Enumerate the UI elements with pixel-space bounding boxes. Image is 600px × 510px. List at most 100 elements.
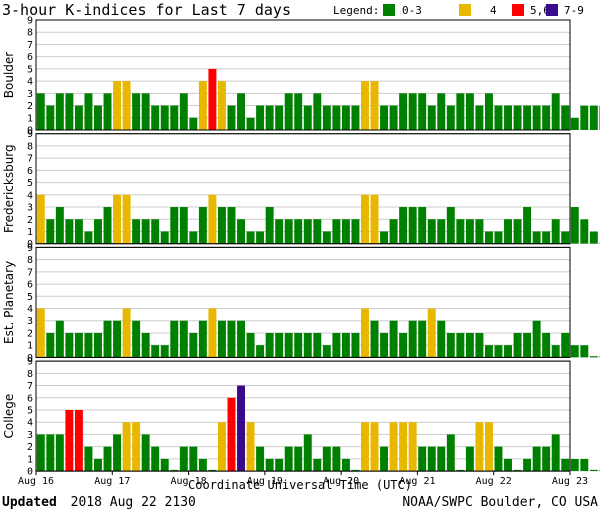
y-tick-label: 7 (27, 154, 33, 165)
k-index-bar (465, 219, 474, 244)
panels: 0123456789Boulder0123456789Fredericksbur… (2, 16, 600, 478)
panel-border (35, 19, 571, 131)
k-index-bar (465, 93, 474, 130)
k-index-bar (380, 446, 389, 472)
panel-label: College (2, 394, 16, 439)
k-index-bar (189, 231, 198, 244)
k-index-bar (256, 105, 265, 130)
k-index-bar (103, 93, 112, 130)
k-index-bar (46, 219, 55, 244)
k-index-bar (132, 93, 141, 130)
k-index-bar (237, 219, 245, 244)
updated-value: 2018 Aug 22 2130 (71, 495, 196, 510)
k-index-bar (132, 219, 141, 244)
k-index-bar (551, 434, 560, 472)
k-index-bar (341, 458, 350, 472)
panel-border (35, 360, 571, 472)
k-index-bar (256, 231, 265, 244)
k-index-bar (418, 320, 427, 358)
y-tick-label: 7 (27, 40, 33, 51)
y-tick-label: 4 (27, 304, 33, 315)
k-index-bar (532, 231, 541, 244)
x-tick-label: Aug 20 (323, 476, 359, 487)
k-index-bar (389, 320, 398, 358)
k-index-bar (313, 458, 322, 472)
k-index-bar (332, 446, 341, 472)
k-index-bar (151, 345, 160, 358)
k-index-bar (408, 422, 417, 472)
y-tick-label: 9 (27, 129, 33, 140)
k-index-bar (322, 446, 331, 472)
legend-text-7-9: 7-9 (564, 4, 584, 17)
k-index-bar (189, 446, 198, 472)
k-index-bar (170, 105, 179, 130)
y-tick-label: 1 (27, 341, 33, 352)
k-index-bar (322, 345, 331, 358)
k-index-bar (141, 93, 150, 130)
k-index-bar (389, 219, 398, 244)
k-index-bar (179, 207, 188, 244)
k-index-bar (198, 458, 207, 472)
y-tick-label: 3 (27, 430, 33, 441)
k-index-bar (151, 105, 160, 130)
legend-swatch-0-3 (383, 4, 395, 16)
k-index-bar (475, 332, 484, 358)
y-tick-label: 4 (27, 190, 33, 201)
k-index-bar (561, 458, 570, 472)
k-index-bar (341, 219, 350, 244)
k-index-bar (332, 332, 341, 358)
k-index-bar (465, 332, 474, 358)
k-index-bar (446, 332, 455, 358)
k-index-bar (113, 434, 122, 472)
legend-swatch-4 (459, 4, 471, 16)
k-index-bar (561, 231, 570, 244)
k-index-bar (332, 105, 341, 130)
k-index-bar (580, 105, 589, 130)
k-index-bar (456, 93, 465, 130)
k-index-bar (513, 469, 522, 472)
k-index-bar (275, 332, 284, 358)
k-index-bar (399, 422, 408, 472)
k-index-bar (341, 105, 350, 130)
legend-swatch-5-6 (512, 4, 524, 16)
k-index-bar (418, 207, 427, 244)
k-index-bar (570, 207, 579, 244)
y-tick-label: 6 (27, 166, 33, 177)
k-index-bar (380, 105, 389, 130)
k-index-bar (208, 194, 217, 244)
k-index-bar (74, 219, 83, 244)
y-tick-label: 8 (27, 141, 33, 152)
y-tick-label: 2 (27, 328, 33, 339)
k-index-bar (361, 308, 369, 358)
k-index-bar (113, 81, 122, 130)
k-index-bar (437, 93, 446, 130)
k-index-bar (74, 332, 83, 358)
k-index-bar (399, 207, 408, 244)
k-index-bar (370, 422, 379, 472)
k-index-bar (237, 93, 245, 130)
k-index-bar (551, 93, 560, 130)
k-index-bar (580, 345, 589, 358)
k-index-bar (456, 469, 465, 472)
k-index-bar (246, 117, 255, 130)
k-index-bar (256, 345, 265, 358)
k-index-bar (437, 446, 446, 472)
k-index-bar (475, 219, 484, 244)
y-tick-label: 9 (27, 243, 33, 254)
legend-label: Legend: (333, 4, 379, 17)
k-index-bar (46, 105, 55, 130)
k-index-bar (504, 458, 512, 472)
k-index-bar (561, 105, 570, 130)
x-axis-ticks: Aug 16 Aug 17 Aug 18 Aug 19 Aug 20 Aug 21 Aug … (18, 471, 588, 487)
chart-title: 3-hour K-indices for Last 7 days (2, 1, 291, 19)
k-index-bar (284, 93, 293, 130)
x-tick-label: Aug 22 (476, 476, 512, 487)
k-index-bar (284, 446, 293, 472)
y-tick-label: 3 (27, 89, 33, 100)
k-index-bar (303, 219, 312, 244)
k-index-bar (570, 117, 579, 130)
k-index-bar (322, 105, 331, 130)
